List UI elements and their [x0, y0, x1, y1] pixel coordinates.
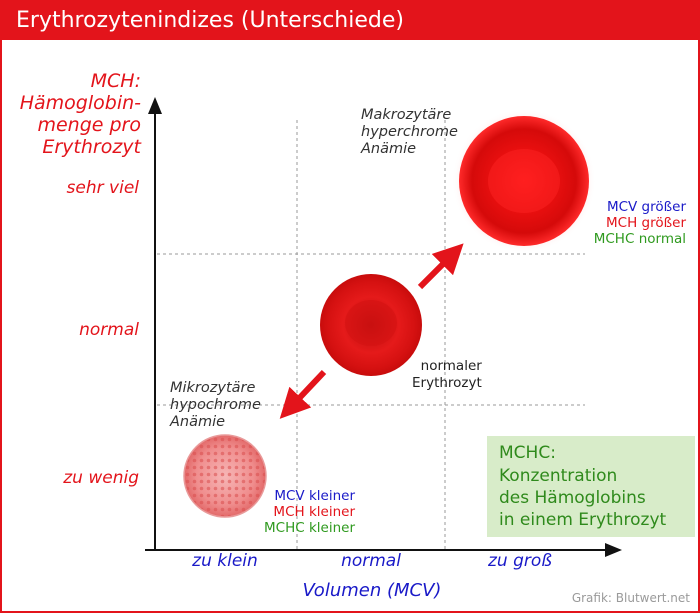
mchc-value: normal — [638, 231, 686, 247]
macro-mcv: MCV größer — [594, 199, 686, 215]
y-axis-label-line: menge pro — [37, 114, 141, 136]
mch-value: größer — [641, 215, 686, 231]
mchc-name: MCHC — [593, 231, 635, 247]
caption-line: Makrozytäre — [361, 107, 452, 123]
caption-line: normaler — [420, 358, 482, 374]
mch-value: kleiner — [308, 504, 355, 520]
mcv-name: MCV — [274, 488, 305, 504]
mchc-name: MCHC — [264, 520, 305, 536]
mch-name: MCH — [606, 215, 638, 231]
y-tick-label: zu wenig — [63, 468, 139, 488]
micro-indices: MCV kleiner MCH kleiner MCHC kleiner — [264, 488, 355, 536]
micro-mcv: MCV kleiner — [264, 488, 355, 504]
arrow-to-macrocyte — [417, 243, 464, 290]
mchc-definition-box: MCHC: Konzentration des Hämoglobins in e… — [487, 436, 695, 537]
x-tick-label: zu klein — [192, 551, 258, 571]
mchc-box-line: Konzentration — [499, 466, 618, 486]
macro-indices: MCV größer MCH größer MCHC normal — [594, 199, 686, 247]
caption-line: Mikrozytäre — [170, 380, 256, 396]
micro-caption: Mikrozytäre hypochrome Anämie — [170, 380, 261, 431]
caption-line: Erythrozyt — [412, 375, 482, 391]
mchc-box-line: des Hämoglobins — [499, 488, 646, 508]
x-axis-arrow — [605, 543, 622, 557]
microcyte-rim — [183, 434, 267, 518]
mchc-value: kleiner — [308, 520, 355, 536]
micro-mchc: MCHC kleiner — [264, 520, 355, 536]
microcyte-texture — [184, 435, 266, 517]
credit-text: Grafik: Blutwert.net — [571, 591, 690, 605]
y-axis-label-line: MCH: — [90, 70, 141, 92]
mch-name: MCH — [273, 504, 305, 520]
y-axis-label-line: Hämoglobin- — [19, 92, 141, 114]
y-axis-label-line: Erythrozyt — [42, 136, 141, 158]
x-tick-label: normal — [341, 551, 401, 571]
page-title: Erythrozytenindizes (Unterschiede) — [16, 8, 404, 33]
macrocyte-cell — [459, 116, 589, 246]
mcv-value: kleiner — [308, 488, 355, 504]
caption-line: hypochrome — [170, 397, 261, 413]
y-axis-label: MCH: Hämoglobin- menge pro Erythrozyt — [20, 70, 141, 158]
y-axis-arrow — [148, 97, 162, 114]
caption-line: Anämie — [361, 141, 417, 157]
macrocyte-center — [488, 149, 560, 213]
arrow-to-microcyte — [279, 369, 327, 419]
macro-caption: Makrozytäre hyperchrome Anämie — [361, 107, 458, 158]
x-tick-label: zu groß — [488, 551, 552, 571]
mcv-name: MCV — [606, 199, 638, 215]
x-axis-label: Volumen (MCV) — [302, 580, 442, 601]
y-tick-label: sehr viel — [66, 178, 139, 198]
normal-cell-center — [345, 300, 397, 346]
title-bar: Erythrozytenindizes (Unterschiede) — [2, 2, 698, 40]
mcv-value: größer — [641, 199, 686, 215]
caption-line: hyperchrome — [361, 124, 458, 140]
normal-caption: normaler Erythrozyt — [412, 358, 482, 392]
micro-mch: MCH kleiner — [264, 504, 355, 520]
y-tick-label: normal — [79, 320, 139, 340]
mchc-box-line: MCHC: — [499, 443, 556, 463]
caption-line: Anämie — [170, 414, 226, 430]
mchc-box-line: in einem Erythrozyt — [499, 510, 667, 530]
macro-mch: MCH größer — [594, 215, 686, 231]
macro-mchc: MCHC normal — [594, 231, 686, 247]
